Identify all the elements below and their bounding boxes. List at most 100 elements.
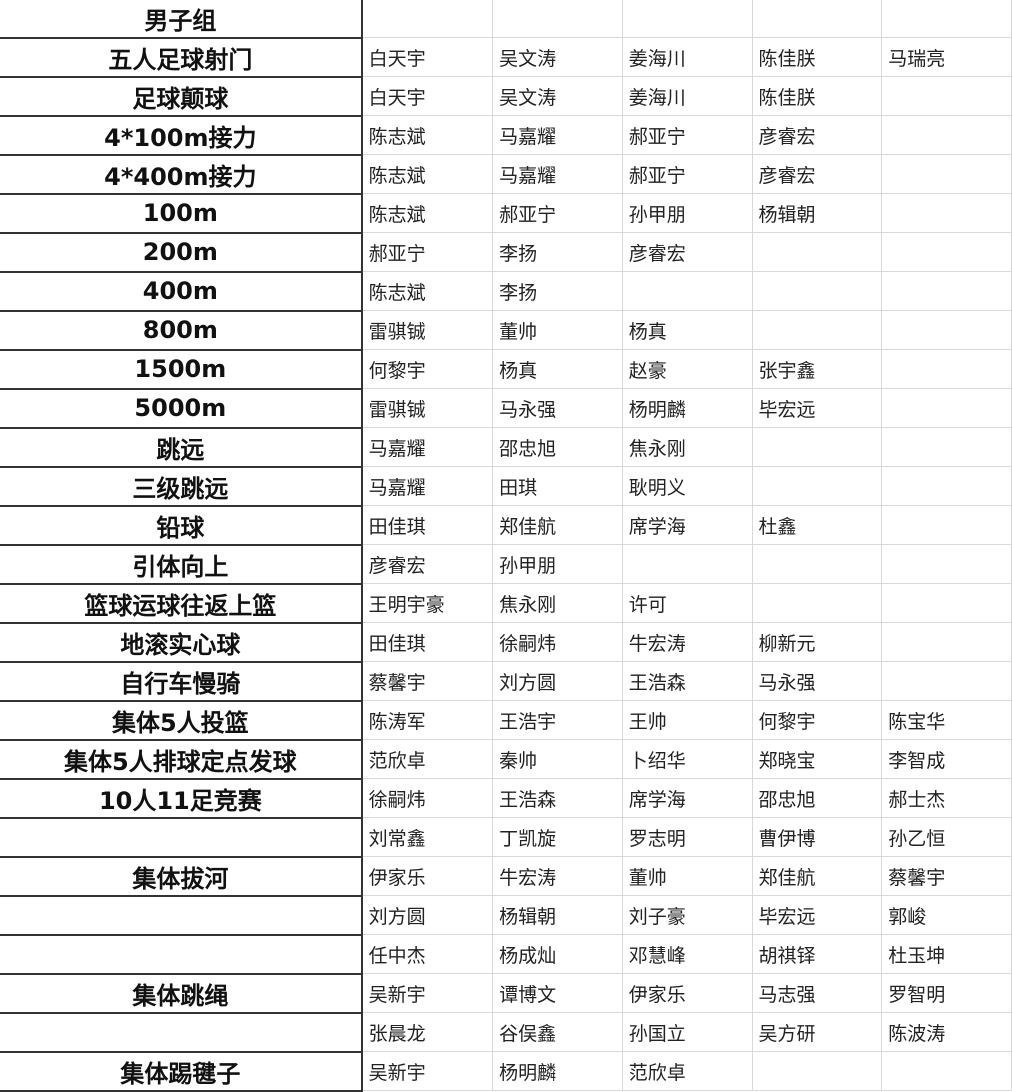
participant-cell[interactable]: 邓慧峰 <box>621 934 753 974</box>
participant-cell[interactable] <box>881 193 1012 233</box>
participant-cell[interactable]: 白天宇 <box>361 37 494 77</box>
empty-cell[interactable] <box>751 0 883 38</box>
participant-cell[interactable] <box>751 544 883 584</box>
participant-cell[interactable]: 田佳琪 <box>361 622 494 662</box>
participant-cell[interactable]: 吴新宇 <box>361 1051 494 1091</box>
event-cell[interactable] <box>0 1012 363 1053</box>
participant-cell[interactable]: 杨明麟 <box>492 1051 623 1091</box>
event-cell[interactable]: 200m <box>0 232 363 273</box>
participant-cell[interactable]: 郝亚宁 <box>492 193 623 233</box>
event-cell[interactable]: 铅球 <box>0 505 363 546</box>
participant-cell[interactable]: 孙甲朋 <box>621 193 753 233</box>
participant-cell[interactable]: 马嘉耀 <box>361 427 494 467</box>
participant-cell[interactable] <box>881 271 1012 311</box>
event-cell[interactable]: 集体5人投篮 <box>0 700 363 741</box>
event-cell[interactable]: 100m <box>0 193 363 234</box>
participant-cell[interactable]: 马嘉耀 <box>492 154 623 194</box>
event-cell[interactable] <box>0 817 363 858</box>
participant-cell[interactable] <box>751 271 883 311</box>
event-cell[interactable]: 地滚实心球 <box>0 622 363 663</box>
participant-cell[interactable] <box>881 1051 1012 1091</box>
participant-cell[interactable]: 郝亚宁 <box>621 154 753 194</box>
participant-cell[interactable]: 焦永刚 <box>621 427 753 467</box>
participant-cell[interactable]: 谭博文 <box>492 973 623 1013</box>
participant-cell[interactable]: 马嘉耀 <box>361 466 494 506</box>
participant-cell[interactable] <box>881 232 1012 272</box>
participant-cell[interactable]: 郑晓宝 <box>751 739 883 779</box>
participant-cell[interactable]: 蔡馨宇 <box>881 856 1012 896</box>
participant-cell[interactable]: 孙甲朋 <box>492 544 623 584</box>
participant-cell[interactable]: 陈志斌 <box>361 271 494 311</box>
participant-cell[interactable]: 席学海 <box>621 778 753 818</box>
participant-cell[interactable] <box>621 271 753 311</box>
participant-cell[interactable]: 徐嗣炜 <box>492 622 623 662</box>
event-cell[interactable]: 400m <box>0 271 363 312</box>
event-cell[interactable]: 篮球运球往返上篮 <box>0 583 363 624</box>
participant-cell[interactable]: 罗智明 <box>881 973 1012 1013</box>
participant-cell[interactable]: 陈宝华 <box>881 700 1012 740</box>
participant-cell[interactable]: 邵忠旭 <box>751 778 883 818</box>
participant-cell[interactable]: 姜海川 <box>621 37 753 77</box>
participant-cell[interactable]: 彦睿宏 <box>751 154 883 194</box>
participant-cell[interactable] <box>881 505 1012 545</box>
participant-cell[interactable]: 毕宏远 <box>751 895 883 935</box>
participant-cell[interactable]: 毕宏远 <box>751 388 883 428</box>
participant-cell[interactable]: 张宇鑫 <box>751 349 883 389</box>
participant-cell[interactable]: 田佳琪 <box>361 505 494 545</box>
participant-cell[interactable]: 董帅 <box>621 856 753 896</box>
participant-cell[interactable]: 席学海 <box>621 505 753 545</box>
participant-cell[interactable]: 吴新宇 <box>361 973 494 1013</box>
participant-cell[interactable]: 陈佳朕 <box>751 37 883 77</box>
participant-cell[interactable] <box>881 622 1012 662</box>
participant-cell[interactable] <box>881 115 1012 155</box>
participant-cell[interactable]: 何黎宇 <box>361 349 494 389</box>
event-cell[interactable]: 集体拔河 <box>0 856 363 897</box>
participant-cell[interactable]: 郭峻 <box>881 895 1012 935</box>
participant-cell[interactable]: 郑佳航 <box>751 856 883 896</box>
participant-cell[interactable]: 范欣卓 <box>621 1051 753 1091</box>
participant-cell[interactable]: 杨真 <box>492 349 623 389</box>
participant-cell[interactable]: 赵豪 <box>621 349 753 389</box>
event-cell[interactable]: 三级跳远 <box>0 466 363 507</box>
participant-cell[interactable]: 杨成灿 <box>492 934 623 974</box>
participant-cell[interactable] <box>751 466 883 506</box>
participant-cell[interactable]: 焦永刚 <box>492 583 623 623</box>
participant-cell[interactable]: 郑佳航 <box>492 505 623 545</box>
participant-cell[interactable]: 白天宇 <box>361 76 494 116</box>
participant-cell[interactable]: 姜海川 <box>621 76 753 116</box>
participant-cell[interactable] <box>881 349 1012 389</box>
participant-cell[interactable] <box>751 232 883 272</box>
event-cell[interactable]: 4*100m接力 <box>0 115 363 156</box>
participant-cell[interactable]: 刘子豪 <box>621 895 753 935</box>
participant-cell[interactable] <box>881 661 1012 701</box>
participant-cell[interactable]: 陈波涛 <box>881 1012 1012 1052</box>
event-cell[interactable]: 五人足球射门 <box>0 37 363 78</box>
event-cell[interactable]: 4*400m接力 <box>0 154 363 195</box>
event-cell[interactable]: 自行车慢骑 <box>0 661 363 702</box>
participant-cell[interactable]: 郝亚宁 <box>361 232 494 272</box>
participant-cell[interactable]: 陈志斌 <box>361 115 494 155</box>
participant-cell[interactable]: 耿明义 <box>621 466 753 506</box>
group-title-cell[interactable]: 男子组 <box>0 0 363 39</box>
participant-cell[interactable] <box>751 310 883 350</box>
participant-cell[interactable]: 牛宏涛 <box>492 856 623 896</box>
participant-cell[interactable]: 卜绍华 <box>621 739 753 779</box>
empty-cell[interactable] <box>621 0 753 38</box>
participant-cell[interactable]: 李智成 <box>881 739 1012 779</box>
participant-cell[interactable] <box>881 154 1012 194</box>
participant-cell[interactable]: 郝士杰 <box>881 778 1012 818</box>
participant-cell[interactable]: 王浩森 <box>621 661 753 701</box>
participant-cell[interactable]: 陈志斌 <box>361 193 494 233</box>
event-cell[interactable]: 集体踢毽子 <box>0 1051 363 1092</box>
participant-cell[interactable]: 吴文涛 <box>492 76 623 116</box>
participant-cell[interactable]: 孙国立 <box>621 1012 753 1052</box>
participant-cell[interactable]: 田琪 <box>492 466 623 506</box>
participant-cell[interactable]: 杨真 <box>621 310 753 350</box>
participant-cell[interactable]: 吴文涛 <box>492 37 623 77</box>
participant-cell[interactable] <box>751 427 883 467</box>
participant-cell[interactable] <box>881 583 1012 623</box>
participant-cell[interactable]: 刘方圆 <box>492 661 623 701</box>
participant-cell[interactable]: 刘方圆 <box>361 895 494 935</box>
participant-cell[interactable]: 王浩森 <box>492 778 623 818</box>
participant-cell[interactable] <box>751 1051 883 1091</box>
